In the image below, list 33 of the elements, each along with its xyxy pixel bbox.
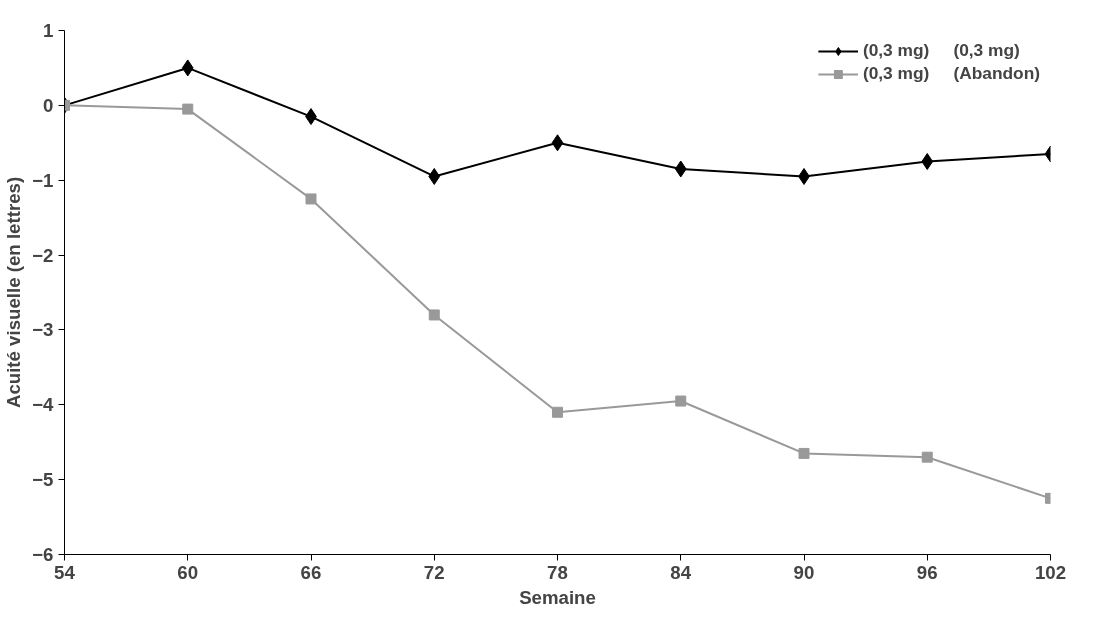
- point: [675, 395, 687, 407]
- x-tick-label: 72: [423, 561, 445, 583]
- y-tick-label: −6: [32, 544, 54, 565]
- point: [674, 160, 687, 178]
- x-tick-label: 102: [1034, 561, 1067, 583]
- y-tick-label: −5: [32, 469, 54, 491]
- x-tick-label: 60: [177, 561, 199, 583]
- x-tick-label: 66: [300, 561, 322, 583]
- x-tick-label: 90: [793, 561, 815, 583]
- x-tick-label: 54: [54, 561, 76, 583]
- y-tick-label: 1: [43, 20, 54, 41]
- y-axis-title: Acuité visuelle (en lettres): [3, 176, 25, 409]
- point: [181, 59, 194, 77]
- y-tick-label: −2: [32, 244, 54, 266]
- point: [428, 167, 441, 185]
- x-tick-label: 84: [670, 561, 692, 583]
- point: [305, 193, 317, 205]
- point: [798, 447, 810, 459]
- point: [428, 309, 440, 321]
- legend-label: (0,3 mg) (0,3 mg): [862, 40, 1020, 61]
- x-axis-title: Semaine: [519, 586, 596, 608]
- x-tick-label: 96: [916, 561, 938, 583]
- x-tick-label: 78: [547, 561, 568, 583]
- point: [182, 103, 194, 115]
- y-tick-label: −3: [32, 319, 54, 341]
- y-tick-label: 0: [43, 94, 54, 116]
- point: [552, 406, 563, 418]
- point: [921, 153, 934, 170]
- y-tick-label: −1: [32, 169, 54, 191]
- legend-label: (0,3 mg) (Abandon): [862, 63, 1040, 84]
- point: [921, 451, 933, 463]
- point: [551, 134, 564, 152]
- y-tick-label: −4: [32, 394, 55, 416]
